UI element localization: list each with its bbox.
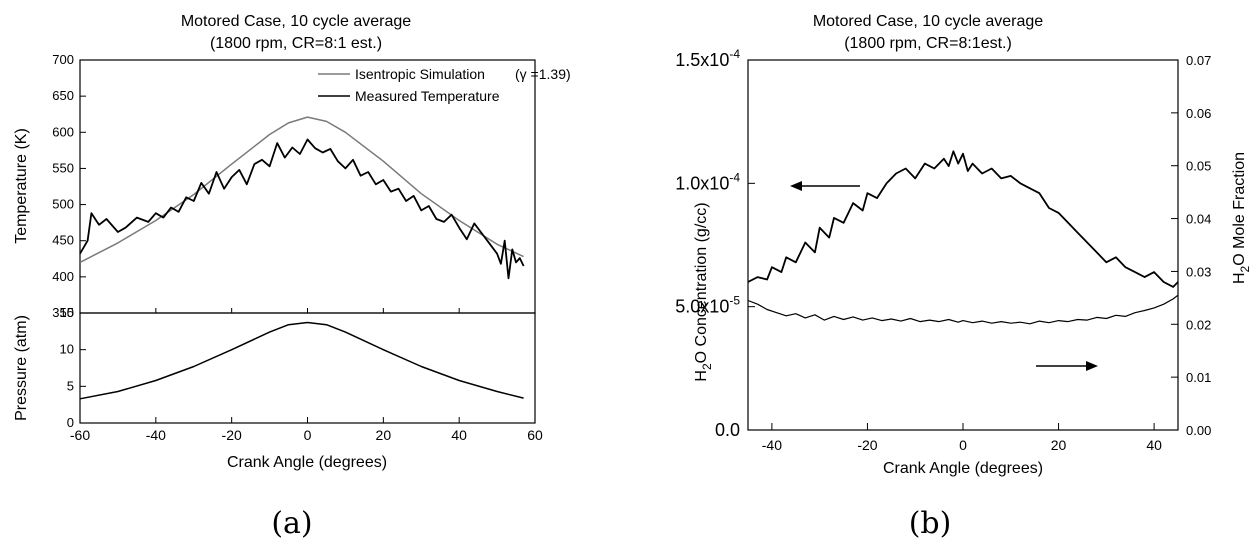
panel-a-x-axis: -60 -40 -20 0 20 40 60	[70, 308, 543, 443]
pressure-series	[79, 321, 524, 400]
temperature-y-tick-label: 650	[52, 88, 74, 103]
h2o-right-y-tick-label: 0.05	[1186, 159, 1211, 174]
panel-a: Motored Case, 10 cycle average (1800 rpm…	[13, 13, 571, 540]
panel-a-x-tick-label: 20	[376, 427, 392, 443]
pressure-y-label: Pressure (atm)	[13, 315, 30, 421]
pressure-y-axis: 0 5 10 15	[60, 305, 86, 430]
pressure-line	[79, 321, 524, 400]
temperature-y-tick-label: 450	[52, 233, 74, 248]
panel-a-caption: (a)	[271, 506, 312, 540]
panel-b-x-label: Crank Angle (degrees)	[883, 460, 1043, 477]
h2o-right-y-tick-label: 0.04	[1186, 212, 1211, 227]
panel-b-title-line1: Motored Case, 10 cycle average	[813, 13, 1043, 30]
temperature-y-tick-label: 550	[52, 160, 74, 175]
h2o-plot-frame	[747, 59, 1179, 431]
temperature-y-tick-label: 600	[52, 124, 74, 139]
h2o-right-y-tick-label: 0.00	[1186, 423, 1211, 438]
temperature-y-tick-label: 700	[52, 52, 74, 67]
h2o-left-y-axis: 0.0 5.0x10-5 1.0x10-4 1.5x10-4	[675, 47, 755, 440]
panel-a-x-tick-label: 60	[527, 427, 543, 443]
pressure-y-tick-label: 5	[67, 378, 74, 393]
h2o-series	[747, 150, 1179, 325]
h2o-right-y-tick-label: 0.03	[1186, 264, 1211, 279]
h2o-left-y-tick-label: 1.0x10-4	[675, 170, 740, 193]
measured-temperature-line	[79, 138, 525, 280]
temperature-y-tick-label: 500	[52, 197, 74, 212]
panel-a-x-tick-label: -20	[222, 427, 242, 443]
panel-b: Motored Case, 10 cycle average (1800 rpm…	[675, 13, 1252, 540]
panel-b-x-tick-label: -20	[857, 437, 877, 453]
legend-meas-label: Measured Temperature	[355, 88, 500, 104]
panel-b-x-tick-label: -40	[762, 437, 782, 453]
left-axis-arrow	[790, 181, 860, 191]
h2o-right-y-axis: 0.00 0.01 0.02 0.03 0.04 0.05 0.06 0.07	[1171, 53, 1211, 438]
h2o-mole-fraction-line	[747, 294, 1179, 325]
panel-a-title-line2: (1800 rpm, CR=8:1 est.)	[210, 35, 382, 52]
h2o-left-y-tick-label: 0.0	[715, 420, 740, 440]
temperature-y-tick-label: 400	[52, 269, 74, 284]
panel-b-x-axis: -40 -20 0 20 40	[762, 423, 1162, 453]
panel-b-title-line2: (1800 rpm, CR=8:1est.)	[844, 35, 1012, 52]
h2o-right-y-tick-label: 0.01	[1186, 370, 1211, 385]
pressure-y-tick-label: 15	[60, 305, 74, 320]
panel-b-x-tick-label: 0	[959, 437, 967, 453]
temperature-series	[79, 116, 525, 280]
temperature-y-label: Temperature (K)	[13, 128, 30, 244]
panel-a-legend: Isentropic Simulation (γ =1.39) Measured…	[318, 66, 571, 104]
pressure-plot-frame	[79, 312, 536, 424]
h2o-concentration-line	[747, 150, 1179, 288]
panel-a-x-label: Crank Angle (degrees)	[227, 454, 387, 471]
h2o-right-y-tick-label: 0.06	[1186, 106, 1211, 121]
h2o-right-y-tick-label: 0.02	[1186, 317, 1211, 332]
h2o-right-y-tick-label: 0.07	[1186, 53, 1211, 68]
temperature-y-tick-label: 350	[52, 305, 74, 320]
panel-a-x-tick-label: 40	[451, 427, 467, 443]
panel-a-x-tick-label: -40	[146, 427, 166, 443]
h2o-left-y-tick-label: 5.0x10-5	[675, 294, 740, 317]
pressure-y-tick-label: 10	[60, 342, 74, 357]
temperature-y-axis: 350 400 450 500 550 600 650 700	[52, 52, 86, 320]
h2o-right-y-label: H2O Mole Fraction	[1231, 152, 1252, 284]
pressure-y-tick-label: 0	[67, 415, 74, 430]
legend-gamma-label: (γ =1.39)	[515, 66, 571, 82]
panel-a-x-tick-label: 0	[304, 427, 312, 443]
isentropic-simulation-line	[79, 116, 524, 264]
h2o-left-y-tick-label: 1.5x10-4	[675, 47, 740, 70]
panel-b-x-tick-label: 20	[1051, 437, 1067, 453]
right-axis-arrow	[1036, 361, 1098, 371]
legend-sim-label: Isentropic Simulation	[355, 66, 485, 82]
panel-b-x-tick-label: 40	[1146, 437, 1162, 453]
panel-a-title-line1: Motored Case, 10 cycle average	[181, 13, 411, 30]
h2o-left-y-label: H2O Concentration (g/cc)	[693, 202, 714, 381]
panel-a-x-tick-label: -60	[70, 427, 90, 443]
panel-b-caption: (b)	[909, 506, 952, 540]
